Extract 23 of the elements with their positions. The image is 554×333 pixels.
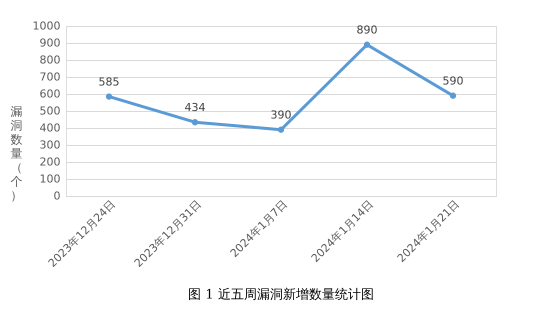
y-tick-label: 100: [40, 172, 60, 186]
y-axis-title: 漏洞数量（个）: [10, 104, 22, 202]
y-tick-label: 200: [40, 156, 60, 168]
y-tick-label: 900: [40, 36, 60, 50]
data-label: 434: [184, 101, 206, 114]
y-tick-label: 600: [40, 88, 60, 100]
point: [106, 93, 112, 100]
point: [192, 119, 198, 126]
data-label: 390: [270, 108, 292, 122]
y-tick-label: 500: [40, 104, 60, 118]
data-label: 890: [356, 24, 378, 37]
y-tick-label: 1000: [32, 20, 60, 32]
data-label: 590: [442, 74, 464, 88]
y-tick-label: 0: [54, 190, 60, 202]
y-tick-label: 700: [40, 70, 60, 84]
point: [450, 92, 456, 99]
point: [278, 126, 284, 133]
y-tick-label: 800: [40, 54, 60, 66]
y-tick-label: 400: [40, 122, 60, 134]
point: [364, 42, 370, 48]
text: 图 1 近五周漏洞新增数量统计图: [188, 288, 374, 303]
data-label: 585: [98, 76, 120, 89]
y-tick-label: 300: [40, 138, 60, 152]
